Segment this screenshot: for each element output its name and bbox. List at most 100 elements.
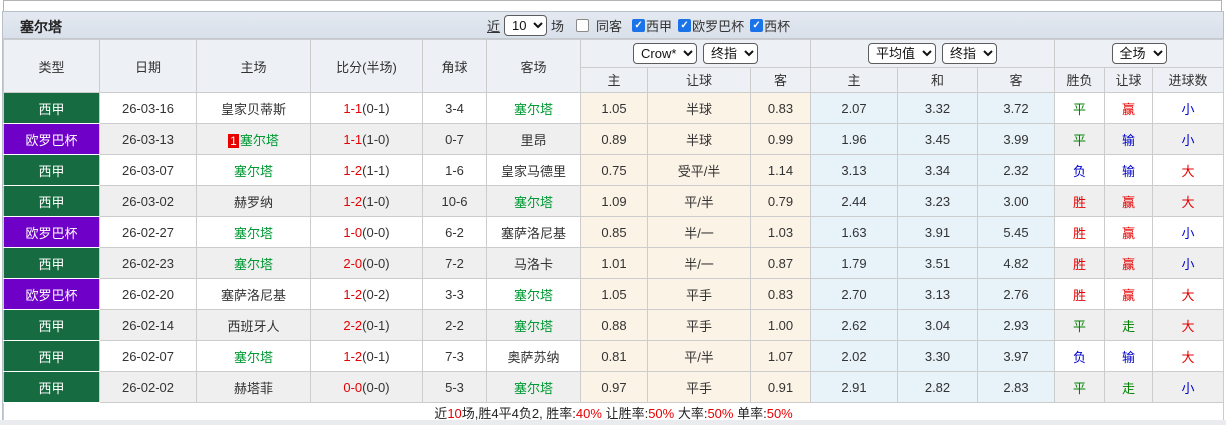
same-opponent-checkbox[interactable] [576, 19, 590, 32]
league-filter-checkbox[interactable]: ✓ [678, 19, 692, 32]
header-group-row: 类型 日期 主场 比分(半场) 角球 客场 Crow* 终指 平均值 终指 全场 [3, 39, 1225, 93]
league-badge: 西甲 [3, 371, 100, 403]
handicap-line: 平/半 [647, 185, 751, 217]
fulltime-score: 1-2 [343, 348, 363, 364]
corner-score: 7-2 [422, 247, 487, 279]
away-team-cell: 塞尔塔 [486, 371, 581, 403]
fulltime-score: 2-2 [343, 317, 363, 333]
avg-odds-select[interactable]: 平均值 [868, 42, 936, 64]
league-badge: 欧罗巴杯 [3, 216, 100, 248]
home-team: 西班牙人 [227, 318, 280, 334]
home-odds: 1.05 [580, 92, 648, 124]
summary-segment: 50% [707, 406, 734, 421]
odds-company-select[interactable]: Crow* [633, 42, 697, 64]
matches-label: 场 [551, 19, 565, 34]
avg-away-odds: 4.82 [976, 247, 1056, 279]
result-outcome: 平 [1054, 371, 1106, 403]
result-outcome: 负 [1054, 154, 1106, 186]
league-badge: 西甲 [3, 92, 100, 124]
home-team-cell: 皇家贝蒂斯 [196, 92, 311, 124]
match-score: 1-2(0-1) [310, 340, 423, 372]
scope-select[interactable]: 全场 [1111, 42, 1167, 64]
league-filter-label[interactable]: 西杯 [764, 19, 791, 34]
summary-segment: 让胜率: [601, 406, 649, 421]
match-date: 26-02-23 [99, 247, 197, 279]
fulltime-score: 1-1 [343, 100, 363, 116]
away-team-cell: 塞尔塔 [486, 92, 581, 124]
avg-draw-odds: 3.23 [897, 185, 978, 217]
odds-final-select[interactable]: 终指 [703, 42, 758, 64]
league-filter-label[interactable]: 欧罗巴杯 [692, 19, 745, 34]
col-header-home: 主场 [196, 39, 311, 93]
match-date: 26-02-27 [99, 216, 197, 248]
avg-draw-odds: 3.51 [897, 247, 978, 279]
corner-score: 3-3 [422, 278, 487, 310]
avg-home-odds: 2.02 [810, 340, 898, 372]
league-badge: 西甲 [3, 309, 100, 341]
avg-away-odds: 2.93 [976, 309, 1056, 341]
result-handicap: 走 [1104, 371, 1154, 403]
away-team: 马洛卡 [513, 256, 553, 272]
avg-away-odds: 5.45 [976, 216, 1056, 248]
match-row: 欧罗巴杯 26-03-13 1 塞尔塔 1-1(1-0) 0-7 里昂 0.89 半球 0.99 1… [3, 123, 1225, 155]
league-filter-label[interactable]: 西甲 [646, 19, 673, 34]
result-outcome: 胜 [1054, 278, 1106, 310]
result-goals: 大 [1152, 154, 1225, 186]
match-date: 26-03-07 [99, 154, 197, 186]
match-score: 2-0(0-0) [310, 247, 423, 279]
league-filter-checkbox[interactable]: ✓ [750, 19, 764, 32]
col-header-handicap: 让球 [647, 66, 751, 94]
avg-final-select[interactable]: 终指 [942, 42, 997, 64]
home-odds: 0.89 [580, 123, 648, 155]
avg-home-odds: 2.07 [810, 92, 898, 124]
corner-score: 2-2 [422, 309, 487, 341]
home-team: 塞尔塔 [233, 225, 273, 241]
home-team-cell: 西班牙人 [196, 309, 311, 341]
summary-segment: 50% [648, 406, 675, 421]
home-team-cell: 塞尔塔 [196, 154, 311, 186]
result-handicap: 赢 [1104, 216, 1154, 248]
avg-home-odds: 2.62 [810, 309, 898, 341]
result-goals: 大 [1152, 340, 1225, 372]
summary-segment: 40% [575, 406, 602, 421]
result-outcome: 胜 [1054, 185, 1106, 217]
fulltime-score: 1-1 [343, 131, 363, 147]
result-outcome: 胜 [1054, 216, 1106, 248]
avg-draw-odds: 3.45 [897, 123, 978, 155]
result-handicap: 赢 [1104, 278, 1154, 310]
result-goals: 小 [1152, 216, 1225, 248]
away-odds: 1.14 [750, 154, 811, 186]
match-row: 欧罗巴杯 26-02-27 塞尔塔 1-0(0-0) 6-2 塞萨洛尼基 0.85 半/一 1.… [3, 216, 1225, 248]
halftime-score: (0-1) [362, 348, 390, 364]
halftime-score: (0-0) [362, 379, 390, 395]
league-filter: ✓ 欧罗巴杯 [672, 16, 744, 35]
handicap-line: 半球 [647, 123, 751, 155]
league-badge: 欧罗巴杯 [3, 278, 100, 310]
handicap-line: 平手 [647, 309, 751, 341]
league-filters: ✓ 西甲 ✓ 欧罗巴杯 ✓ 西杯 [626, 16, 790, 35]
league-badge: 欧罗巴杯 [3, 123, 100, 155]
team-name: 塞尔塔 [20, 19, 62, 35]
avg-home-odds: 3.13 [810, 154, 898, 186]
match-date: 26-02-20 [99, 278, 197, 310]
match-score: 1-2(0-2) [310, 278, 423, 310]
halftime-score: (1-0) [362, 131, 390, 147]
panel-titlebar: 塞尔塔 近 10 场 同客 ✓ 西甲 ✓ 欧罗巴杯 ✓ 西杯 [3, 12, 1223, 39]
recent-label: 近 [487, 19, 501, 34]
same-opponent-label[interactable]: 同客 [596, 19, 623, 34]
league-filter-checkbox[interactable]: ✓ [632, 19, 646, 32]
league-badge: 西甲 [3, 185, 100, 217]
home-team-cell: 赫罗纳 [196, 185, 311, 217]
home-odds: 0.75 [580, 154, 648, 186]
col-header-corner: 角球 [422, 39, 487, 93]
recent-count-select[interactable]: 10 [504, 15, 548, 36]
away-team: 塞尔塔 [513, 380, 553, 396]
home-team-cell: 塞尔塔 [196, 216, 311, 248]
home-team-cell: 赫塔菲 [196, 371, 311, 403]
home-team: 塞尔塔 [233, 349, 273, 365]
col-header-away: 客场 [486, 39, 581, 93]
home-team: 皇家贝蒂斯 [220, 101, 286, 117]
halftime-score: (0-0) [362, 255, 390, 271]
away-team-cell: 马洛卡 [486, 247, 581, 279]
match-date: 26-02-02 [99, 371, 197, 403]
